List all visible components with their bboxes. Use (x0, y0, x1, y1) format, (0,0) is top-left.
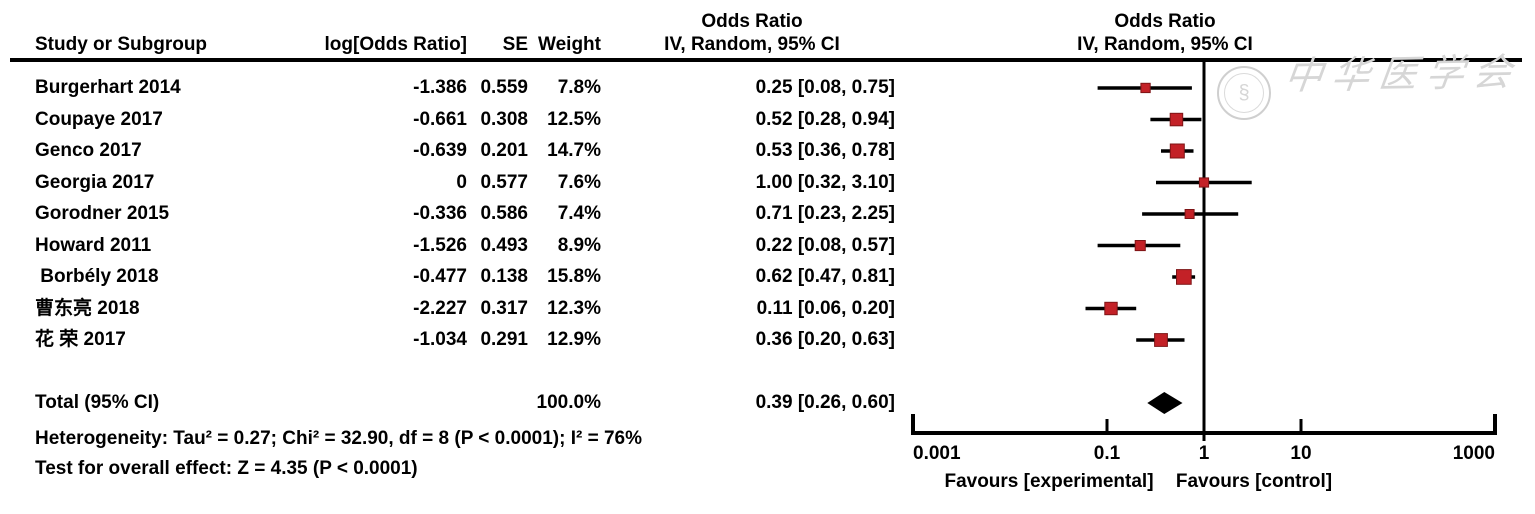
watermark-emblem-icon: § (1217, 66, 1271, 120)
log-odds-ratio-cell: -2.227 (413, 297, 467, 319)
ci-cell: 0.22 [0.08, 0.57] (755, 234, 895, 256)
effect-square (1184, 209, 1195, 219)
study-name-cell: Howard 2011 (35, 234, 152, 256)
study-name-cell: Burgerhart 2014 (35, 77, 181, 98)
log-odds-ratio-cell: -1.386 (413, 77, 467, 98)
study-name-cell: 曹东亮 2018 (35, 297, 140, 319)
watermark-text: 中华医学会 (1282, 49, 1524, 98)
ci-cell: 0.25 [0.08, 0.75] (755, 77, 895, 98)
weight-cell: 15.8% (547, 266, 601, 287)
effect-square (1198, 177, 1210, 188)
odds-ratio-title-right: Odds Ratio (1114, 11, 1216, 32)
x-axis-tick-label: 1 (1198, 443, 1210, 464)
ci-cell: 0.71 [0.23, 2.25] (755, 203, 895, 224)
total-label: Total (95% CI) (35, 392, 160, 413)
favours-experimental-label: Favours [experimental] (944, 471, 1154, 492)
x-axis-tick-label: 1000 (1452, 443, 1495, 464)
se-cell: 0.138 (480, 266, 528, 287)
ci-cell: 0.36 [0.20, 0.63] (755, 329, 895, 350)
se-cell: 0.559 (480, 77, 528, 98)
effect-square (1154, 333, 1168, 347)
watermark-emblem-glyph: § (1224, 73, 1264, 113)
overall-effect-note: Test for overall effect: Z = 4.35 (P < 0… (35, 458, 418, 479)
study-name-cell: Genco 2017 (35, 140, 142, 161)
effect-square (1134, 240, 1146, 252)
ci-cell: 0.53 [0.36, 0.78] (755, 140, 895, 161)
se-cell: 0.577 (480, 171, 528, 193)
header-underline (10, 58, 1522, 62)
study-name-cell: Coupaye 2017 (35, 108, 163, 130)
x-axis-tick-label: 0.1 (1093, 443, 1121, 464)
effect-square (1176, 269, 1192, 285)
favours-control-label: Favours [control] (1175, 471, 1333, 492)
weight-cell: 7.4% (557, 203, 601, 224)
se-cell: 0.493 (480, 234, 528, 256)
weight-cell: 7.6% (557, 171, 601, 193)
study-name-cell: Borbély 2018 (35, 266, 159, 287)
col-header-weight: Weight (538, 34, 601, 55)
effect-square (1169, 112, 1184, 127)
x-axis-tick-label: 0.001 (913, 443, 961, 464)
total-diamond (1147, 392, 1183, 414)
log-odds-ratio-cell: 0 (456, 171, 467, 193)
log-odds-ratio-cell: -0.336 (413, 203, 467, 224)
effect-square (1140, 82, 1151, 94)
ci-cell: 0.11 [0.06, 0.20] (756, 297, 895, 319)
study-name-cell: 花 荣 2017 (35, 329, 126, 350)
se-cell: 0.201 (480, 140, 528, 161)
study-name-cell: Georgia 2017 (35, 171, 155, 193)
se-cell: 0.308 (480, 108, 528, 130)
weight-cell: 14.7% (547, 140, 601, 161)
log-odds-ratio-cell: -1.034 (413, 329, 467, 350)
effect-square (1104, 301, 1118, 316)
odds-ratio-title-left: Odds Ratio (701, 11, 803, 32)
effect-square (1169, 143, 1185, 159)
col-header-ci-right: IV, Random, 95% CI (1077, 34, 1253, 55)
se-cell: 0.317 (480, 297, 528, 319)
weight-cell: 7.8% (557, 77, 601, 98)
col-header-log-or: log[Odds Ratio] (324, 34, 467, 55)
total-weight: 100.0% (536, 392, 601, 413)
col-header-ci-left: IV, Random, 95% CI (664, 34, 840, 55)
weight-cell: 12.3% (547, 297, 601, 319)
log-odds-ratio-cell: -0.477 (413, 266, 467, 287)
col-header-se: SE (502, 34, 528, 55)
log-odds-ratio-cell: -0.639 (413, 140, 467, 161)
col-header-study: Study or Subgroup (35, 34, 208, 55)
se-cell: 0.586 (480, 203, 528, 224)
heterogeneity-note: Heterogeneity: Tau² = 0.27; Chi² = 32.90… (35, 428, 643, 449)
ci-cell: 0.52 [0.28, 0.94] (755, 108, 895, 130)
x-axis-tick-label: 10 (1290, 443, 1312, 464)
total-ci: 0.39 [0.26, 0.60] (755, 392, 895, 413)
se-cell: 0.291 (480, 329, 528, 350)
log-odds-ratio-cell: -0.661 (413, 108, 467, 130)
weight-cell: 12.5% (547, 108, 601, 130)
ci-cell: 1.00 [0.32, 3.10] (755, 171, 895, 193)
log-odds-ratio-cell: -1.526 (413, 234, 467, 256)
ci-cell: 0.62 [0.47, 0.81] (755, 266, 895, 287)
study-name-cell: Gorodner 2015 (35, 203, 170, 224)
weight-cell: 8.9% (557, 234, 601, 256)
weight-cell: 12.9% (547, 329, 601, 350)
